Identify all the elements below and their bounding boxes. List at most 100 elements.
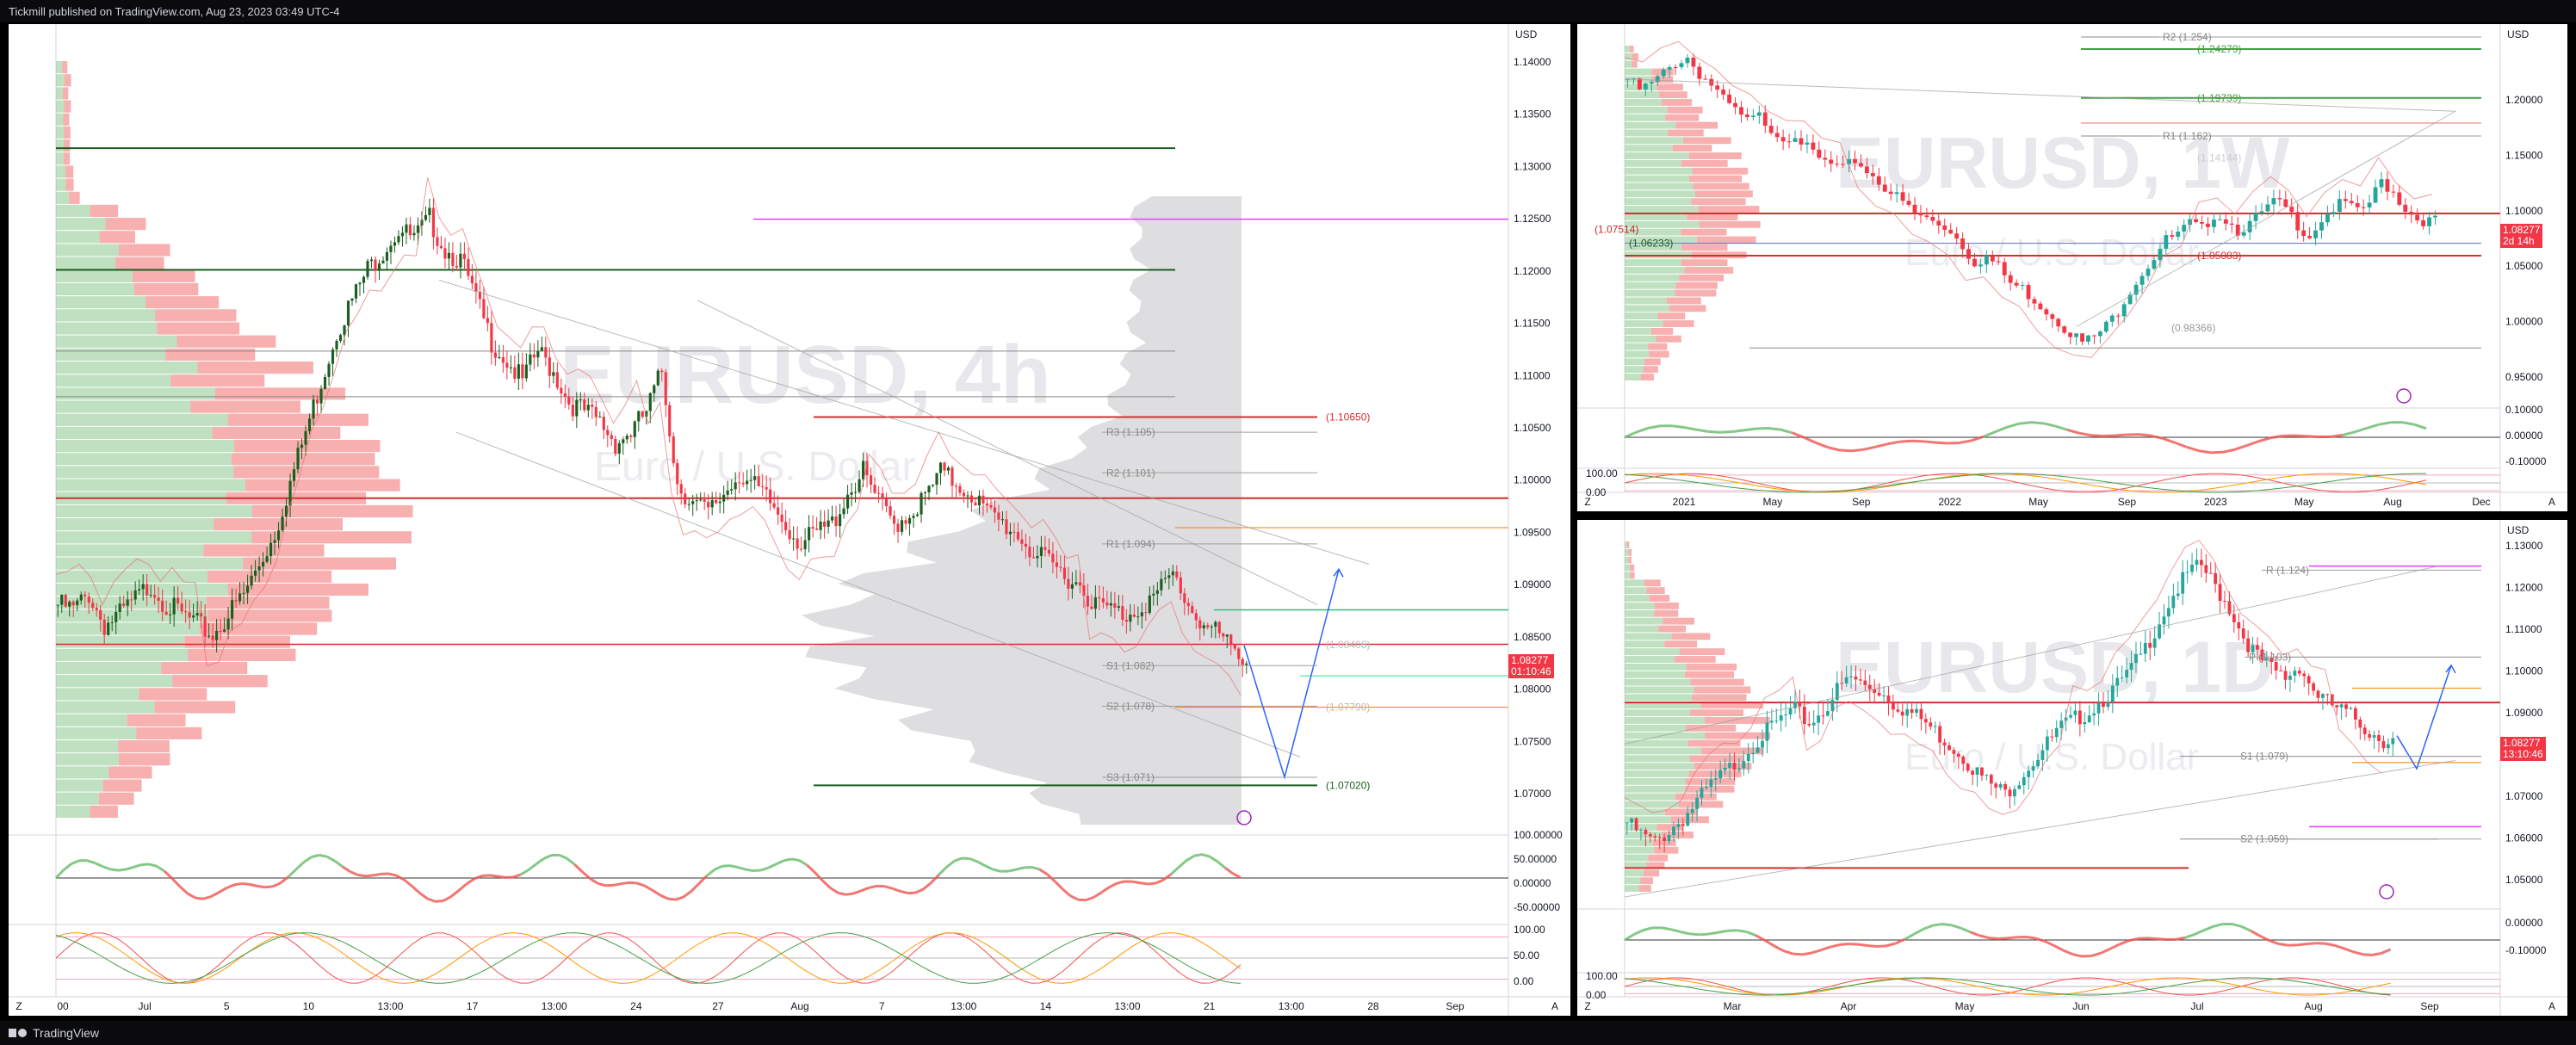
chart-panel-4h[interactable]: EURUSD, 4h Euro / U.S. Dollar R3 (1.105) R2…: [9, 24, 1570, 1016]
volume-profile-bar-sell: [62, 61, 68, 74]
volume-profile-bar-buy: [56, 466, 234, 479]
candle-body: [1888, 191, 1893, 195]
volume-profile-bar-sell: [1630, 572, 1635, 579]
volume-profile-bar-buy: [56, 792, 99, 805]
chart-panel-1d[interactable]: EURUSD, 1D Euro / U.S. Dollar R (1.124) P (…: [1577, 520, 2567, 1016]
candle-body: [281, 516, 284, 531]
momentum-segment: [2250, 929, 2261, 937]
volume-profile-bar-sell: [1685, 785, 1735, 793]
candle-body: [579, 399, 582, 401]
momentum-segment: [1672, 424, 1685, 430]
candle-body: [2032, 299, 2037, 304]
watermark-name: Euro / U.S. Dollar: [1904, 736, 2199, 778]
projection-arrowhead: [2445, 664, 2456, 674]
momentum-segment: [2194, 929, 2205, 936]
volume-profile-bar-buy: [1625, 198, 1692, 206]
momentum-segment: [63, 863, 72, 871]
volume-profile-bar-sell: [1681, 228, 1727, 236]
candle-body: [1978, 264, 1983, 267]
volume-profile-bar-buy: [1625, 885, 1639, 892]
volume-profile-bar-sell: [1675, 793, 1717, 801]
candle-body: [977, 495, 981, 506]
candle-body: [2194, 219, 2199, 222]
volume-profile-bar-sell: [203, 544, 325, 557]
level-label: (0.98366): [2171, 322, 2215, 334]
candle-body: [2259, 211, 2264, 213]
candle-body: [846, 494, 850, 509]
momentum-segment: [1923, 924, 1934, 931]
candle-body: [1998, 783, 2003, 788]
price-axis-tick: 1.12000: [2505, 582, 2543, 594]
candle-body: [327, 363, 331, 377]
candle-body: [2368, 733, 2372, 738]
candle-body: [431, 207, 436, 238]
candle-body: [610, 435, 613, 439]
momentum-segment: [1116, 880, 1125, 885]
momentum-segment: [1997, 937, 2008, 940]
volume-profile-bar-sell: [207, 609, 332, 622]
momentum-segment: [2043, 422, 2056, 428]
session-volume-profile: [801, 196, 1242, 825]
candle-body: [734, 482, 737, 490]
candle-body: [1886, 695, 1891, 703]
candle-body: [1691, 57, 1696, 67]
volume-profile-bar-sell: [1690, 678, 1744, 686]
momentum-segment: [2334, 943, 2344, 950]
candle-body: [622, 439, 625, 443]
time-axis-tick: Sep: [1852, 496, 1871, 508]
momentum-segment: [319, 853, 328, 858]
candle-body: [2339, 704, 2344, 708]
candle-body: [2171, 596, 2176, 609]
momentum-segment: [148, 863, 158, 868]
pivot-label: R (1.124): [2266, 564, 2309, 576]
candle-body: [966, 495, 969, 497]
watermark-symbol: EURUSD, 4h: [560, 329, 1051, 421]
candle-body: [1008, 531, 1012, 535]
chart-1d[interactable]: EURUSD, 1D Euro / U.S. Dollar R (1.124) P (…: [1577, 520, 2567, 1016]
candle-body: [2109, 315, 2115, 322]
candle-body: [164, 611, 168, 615]
candle-body: [761, 485, 765, 487]
momentum-segment: [2307, 435, 2319, 439]
volume-profile-bar-sell: [1656, 824, 1684, 832]
candle-body: [2120, 677, 2124, 678]
momentum-segment: [775, 859, 785, 866]
level-label: (1.24279): [2197, 43, 2241, 55]
momentum-segment: [512, 873, 522, 879]
volume-profile-bar-sell: [1692, 167, 1749, 175]
volume-profile-bar-sell: [69, 191, 80, 204]
time-axis-tick: May: [2294, 496, 2314, 508]
volume-profile-bar-sell: [1644, 579, 1661, 587]
volume-profile-bar-sell: [1694, 763, 1752, 770]
volume-profile-bar-sell: [1665, 114, 1700, 121]
currency-label: USD: [2507, 524, 2530, 536]
volume-profile-bar-sell: [154, 701, 236, 714]
tradingview-brand[interactable]: TradingView: [9, 1026, 99, 1040]
volume-profile-bar-sell: [157, 322, 240, 335]
time-axis-tick: May: [1955, 1000, 1975, 1012]
momentum-segment: [395, 874, 406, 881]
candle-body: [691, 501, 695, 504]
chart-panel-1w[interactable]: EURUSD, 1W Euro / U.S. Dollar R2 (1.254) R1…: [1577, 24, 2567, 511]
candle-body: [76, 600, 79, 606]
candle-body: [1870, 173, 1875, 176]
osc-axis-tick: -0.10000: [2505, 944, 2547, 956]
volume-profile-bar-sell: [1675, 281, 1718, 289]
candle-body: [2133, 284, 2139, 295]
candle-body: [1923, 719, 1928, 723]
candle-body: [997, 512, 1000, 520]
momentum-segment: [257, 884, 266, 889]
volume-profile-bar-buy: [1625, 763, 1695, 770]
momentum-segment: [1851, 448, 1865, 453]
candle-body: [2391, 738, 2395, 745]
candle-body: [1841, 164, 1846, 165]
momentum-segment: [1139, 881, 1149, 886]
candle-body: [1817, 149, 1822, 158]
candle-body: [195, 613, 199, 616]
momentum-segment: [427, 897, 437, 903]
volume-profile-bar-buy: [1625, 99, 1662, 106]
momentum-segment: [2174, 441, 2188, 448]
candle-body: [614, 438, 617, 454]
